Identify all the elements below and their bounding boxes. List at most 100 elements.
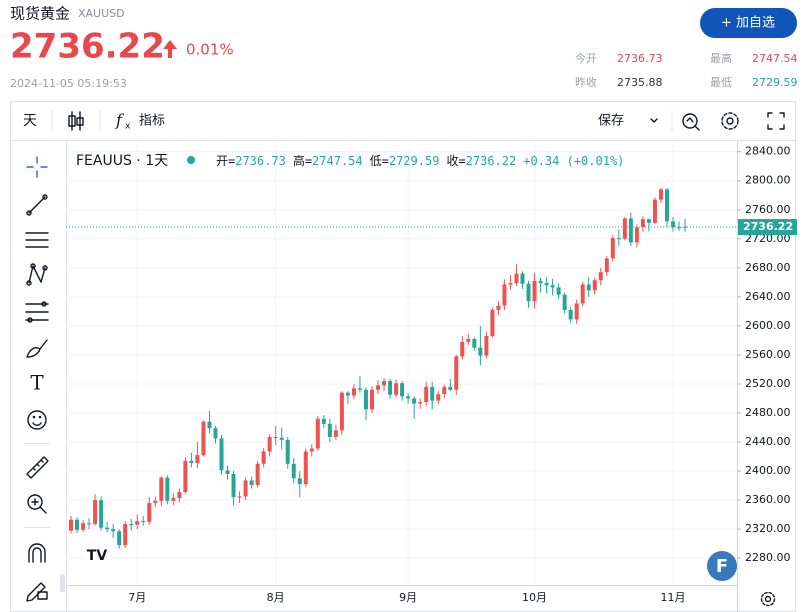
stat-label: 最低	[710, 76, 732, 89]
interval-button[interactable]: 天	[23, 113, 37, 129]
y-tick-label: 2280.00	[745, 551, 791, 564]
trendline-tool[interactable]	[26, 194, 48, 216]
magnet-tool[interactable]	[28, 543, 46, 563]
candle-body	[658, 189, 663, 200]
candle-body	[93, 500, 98, 525]
candle-body	[279, 437, 284, 440]
legend-value: 2736.22	[466, 154, 517, 168]
candle-body	[448, 386, 453, 390]
candle-body	[177, 492, 182, 498]
candle-body	[646, 219, 651, 223]
chart-type-button[interactable]	[68, 111, 84, 131]
y-tick-label: 2360.00	[745, 493, 791, 506]
indicator-icon-x[interactable]: x	[125, 122, 131, 132]
axis-settings[interactable]	[760, 591, 776, 607]
candle-body	[117, 531, 122, 546]
candle-body	[213, 428, 218, 439]
brush-tool[interactable]	[26, 339, 48, 358]
candle-body	[430, 386, 435, 401]
indicator-icon[interactable]: f	[115, 111, 125, 130]
x-tick-label: 7月	[128, 591, 146, 604]
instrument-name: 现货黄金	[10, 5, 70, 23]
stat-label: 今开	[575, 51, 597, 65]
candle-body	[610, 238, 615, 259]
candle-body	[508, 283, 513, 285]
candle-body	[574, 303, 579, 320]
candle-body	[69, 519, 73, 531]
candle-body	[267, 436, 272, 452]
zoom-tool[interactable]	[27, 494, 47, 514]
candle-body	[664, 189, 669, 222]
y-tick-label: 2560.00	[745, 348, 791, 361]
candle-body	[339, 392, 344, 431]
candle-body	[363, 389, 368, 410]
candle-body	[171, 497, 176, 501]
last-price: 2736.22	[10, 27, 165, 67]
legend-value: 2747.54	[312, 154, 363, 168]
ruler-tool[interactable]	[26, 456, 49, 479]
candle-body	[370, 389, 374, 410]
legend-value: 2729.59	[389, 154, 440, 168]
candle-body	[580, 284, 585, 304]
change-percent: 0.01%	[186, 41, 234, 59]
grid	[66, 143, 737, 585]
pattern-tool[interactable]	[26, 263, 48, 286]
candle-body	[562, 294, 567, 310]
crosshair-tool[interactable]	[26, 156, 48, 178]
y-tick-label: 2640.00	[745, 290, 791, 303]
indicators-button[interactable]: 指标	[139, 114, 165, 129]
alert-button[interactable]	[682, 113, 700, 131]
candle-body	[249, 480, 254, 485]
candle-body	[604, 258, 609, 273]
last-price-box	[738, 219, 797, 236]
button-bg[interactable]	[700, 8, 797, 38]
candle-body	[81, 523, 86, 530]
candle-body	[502, 284, 507, 306]
candle-body	[652, 199, 657, 223]
candle-body	[514, 273, 519, 284]
add-watchlist-button[interactable]: + 加自选	[700, 8, 797, 38]
candle-body	[496, 305, 501, 310]
candle-body	[454, 356, 459, 390]
candle-body	[237, 496, 242, 498]
candle-body	[526, 283, 531, 302]
candle-body	[478, 347, 483, 356]
settings-button[interactable]	[721, 112, 739, 130]
emoji-tool[interactable]	[27, 410, 47, 430]
ohlc-legend: 开=2736.73 高=2747.54 低=2729.59 收=2736.22 +0.3…	[216, 153, 624, 168]
lock-drawing-tool[interactable]	[26, 582, 48, 602]
parallel-lines-tool[interactable]	[25, 232, 49, 248]
candle-body	[105, 527, 110, 530]
candle-body	[165, 477, 170, 501]
candle-body	[544, 283, 549, 286]
stat-label: 昨收	[575, 75, 597, 89]
text-tool[interactable]: T	[30, 371, 44, 395]
market-status-dot	[187, 156, 195, 164]
candle-body	[87, 523, 92, 525]
candle-body	[568, 309, 573, 320]
last-price-label: 2736.22	[743, 220, 793, 233]
sidebar-toggle[interactable]	[60, 574, 65, 592]
legend-value: 2736.73	[235, 154, 286, 168]
save-button[interactable]: 保存	[598, 114, 624, 129]
f-badge[interactable]: F	[707, 551, 737, 581]
candle-body	[442, 386, 447, 395]
y-tick-label: 2720.00	[745, 232, 791, 245]
candle-body	[376, 385, 381, 390]
legend-value: +0.34 (+0.01%)	[523, 154, 624, 168]
fib-tool[interactable]	[25, 301, 49, 323]
candle-body	[671, 221, 675, 228]
candle-body	[195, 455, 200, 464]
save-menu-chevron[interactable]	[650, 118, 658, 123]
button-label[interactable]: + 加自选	[721, 16, 775, 31]
candle-body	[111, 529, 116, 532]
candle-body	[291, 463, 296, 479]
candle-body	[466, 338, 471, 342]
candle-body	[616, 238, 621, 240]
stat-value: 2747.54	[752, 52, 798, 65]
fullscreen-button[interactable]	[767, 112, 785, 130]
stat-value: 2735.88	[617, 76, 663, 89]
candle-body	[400, 383, 405, 397]
candle-body	[345, 392, 350, 396]
